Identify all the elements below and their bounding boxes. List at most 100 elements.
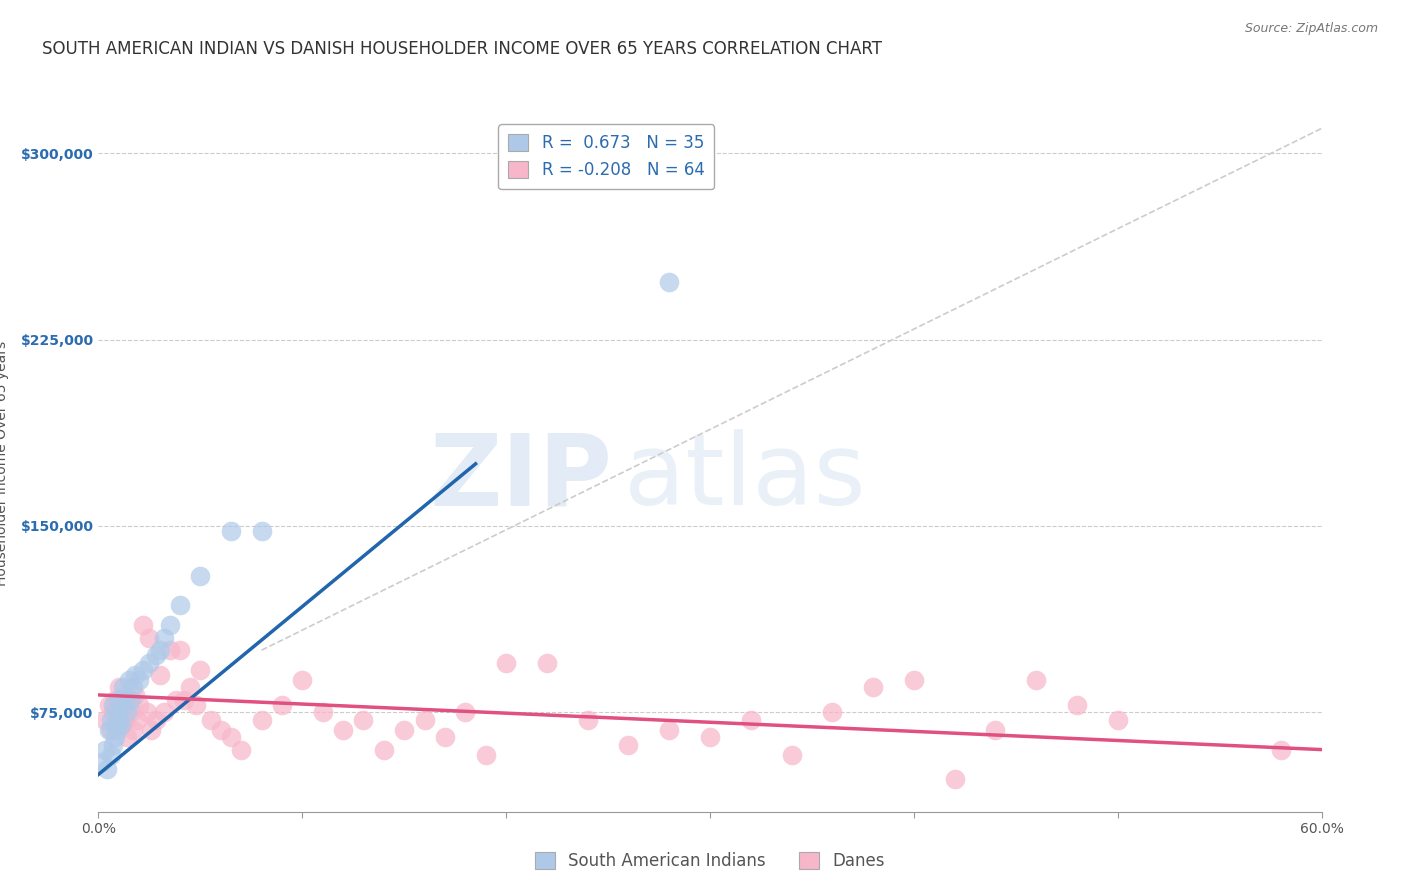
Text: ZIP: ZIP [429,429,612,526]
Point [173,693,195,707]
Point [332,723,354,737]
Point [1025,673,1047,687]
Point [658,276,681,290]
Point [108,681,131,695]
Point [128,673,150,687]
Point [145,713,167,727]
Point [149,643,172,657]
Point [1066,698,1088,712]
Text: SOUTH AMERICAN INDIAN VS DANISH HOUSEHOLDER INCOME OVER 65 YEARS CORRELATION CHA: SOUTH AMERICAN INDIAN VS DANISH HOUSEHOL… [42,40,882,58]
Point [434,730,457,744]
Point [165,693,187,707]
Point [93,713,115,727]
Point [617,738,640,752]
Point [536,656,558,670]
Point [312,706,335,720]
Point [120,706,142,720]
Point [373,742,395,756]
Point [122,681,145,695]
Point [169,599,191,613]
Point [114,688,136,702]
Point [101,738,124,752]
Point [780,747,803,762]
Point [1107,713,1129,727]
Point [138,656,160,670]
Point [96,763,118,777]
Point [101,698,124,712]
Point [179,681,201,695]
Point [108,713,131,727]
Point [186,698,208,712]
Point [141,723,163,737]
Text: atlas: atlas [624,429,866,526]
Point [111,698,134,712]
Point [138,631,160,645]
Point [114,713,136,727]
Point [132,663,155,677]
Text: Source: ZipAtlas.com: Source: ZipAtlas.com [1244,22,1378,36]
Point [658,723,681,737]
Point [219,524,242,538]
Point [118,673,141,687]
Point [105,723,128,737]
Point [120,693,142,707]
Point [104,717,127,731]
Point [159,643,181,657]
Point [110,717,132,731]
Point [495,656,517,670]
Point [1270,742,1292,756]
Point [270,698,294,712]
Point [188,663,212,677]
Point [145,648,167,662]
Point [413,713,436,727]
Point [352,713,374,727]
Point [159,618,181,632]
Point [903,673,925,687]
Point [132,618,155,632]
Point [152,706,174,720]
Point [209,723,232,737]
Point [392,723,416,737]
Point [200,713,222,727]
Point [97,723,120,737]
Point [149,668,172,682]
Point [101,706,124,720]
Point [474,747,498,762]
Point [105,713,128,727]
Point [105,706,128,720]
Point [100,723,122,737]
Point [108,693,131,707]
Point [152,631,174,645]
Point [576,713,599,727]
Point [250,524,273,538]
Point [699,730,721,744]
Point [128,698,150,712]
Point [100,747,122,762]
Point [454,706,477,720]
Point [111,681,134,695]
Point [122,723,145,737]
Point [219,730,242,744]
Point [984,723,1007,737]
Point [93,742,115,756]
Point [97,698,120,712]
Point [104,693,127,707]
Point [250,713,273,727]
Point [110,717,132,731]
Point [127,713,149,727]
Point [118,693,141,707]
Point [115,730,138,744]
Point [169,643,191,657]
Point [91,755,114,769]
Point [136,706,159,720]
Point [188,568,212,582]
Point [104,730,127,744]
Legend: South American Indians, Danes: South American Indians, Danes [529,845,891,877]
Point [124,668,146,682]
Point [862,681,884,695]
Point [100,713,122,727]
Point [943,772,966,787]
Y-axis label: Householder Income Over 65 years: Householder Income Over 65 years [0,342,10,586]
Point [821,706,844,720]
Point [115,706,138,720]
